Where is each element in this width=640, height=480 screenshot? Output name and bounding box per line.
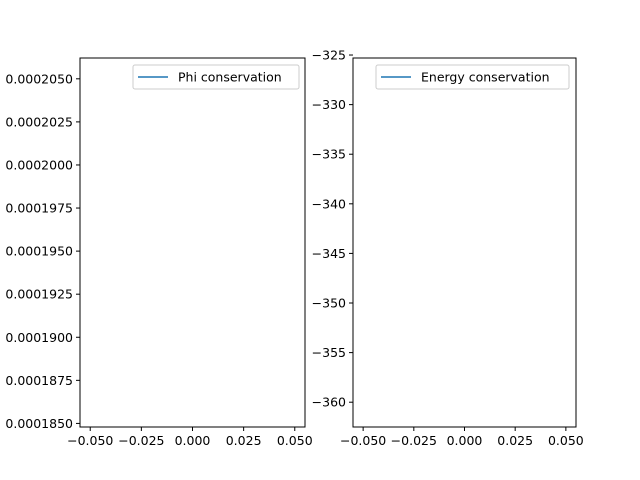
y-tick-label: −350 (312, 296, 346, 311)
y-tick-label: 0.0001975 (5, 201, 73, 216)
y-tick-label: −345 (312, 246, 346, 261)
y-tick-label: 0.0002025 (5, 114, 73, 129)
x-tick-label: −0.050 (340, 433, 386, 448)
plot-frame (352, 57, 577, 428)
y-tick-label: 0.0002000 (5, 157, 73, 172)
x-tick-label: −0.025 (118, 433, 164, 448)
x-tick-label: 0.025 (226, 433, 262, 448)
x-tick-label: 0.025 (497, 433, 533, 448)
y-tick-label: −330 (312, 97, 346, 112)
y-tick-label: 0.0001850 (5, 416, 73, 431)
legend: Phi conservation (132, 64, 300, 90)
y-tick-label: 0.0002050 (5, 71, 73, 86)
y-tick-label: −360 (312, 395, 346, 410)
x-tick-label: 0.000 (175, 433, 211, 448)
x-tick-label: 0.050 (277, 433, 313, 448)
legend-box (375, 64, 570, 90)
phi-conservation-chart: −0.050 −0.025 0.000 0.025 0.050 0.0001850 0.00… (5, 57, 313, 448)
legend: Energy conservation (375, 64, 570, 90)
legend-box (132, 64, 300, 90)
legend-label: Phi conservation (178, 70, 282, 85)
y-tick-label: 0.0001900 (5, 330, 73, 345)
y-tick-label: −340 (312, 196, 346, 211)
energy-conservation-chart: −0.050 −0.025 0.000 0.025 0.050 −360 −355 −350 −… (312, 48, 584, 448)
y-tick-label: −355 (312, 345, 346, 360)
x-tick-label: 0.000 (447, 433, 483, 448)
x-tick-label: −0.025 (391, 433, 437, 448)
y-tick-label: −325 (312, 48, 346, 63)
legend-label: Energy conservation (421, 70, 550, 85)
y-tick-label: −335 (312, 147, 346, 162)
y-tick-label: 0.0001875 (5, 373, 73, 388)
x-tick-label: −0.050 (67, 433, 113, 448)
y-tick-label: 0.0001950 (5, 244, 73, 259)
x-tick-label: 0.050 (548, 433, 584, 448)
plot-frame (79, 57, 306, 428)
y-tick-label: 0.0001925 (5, 287, 73, 302)
